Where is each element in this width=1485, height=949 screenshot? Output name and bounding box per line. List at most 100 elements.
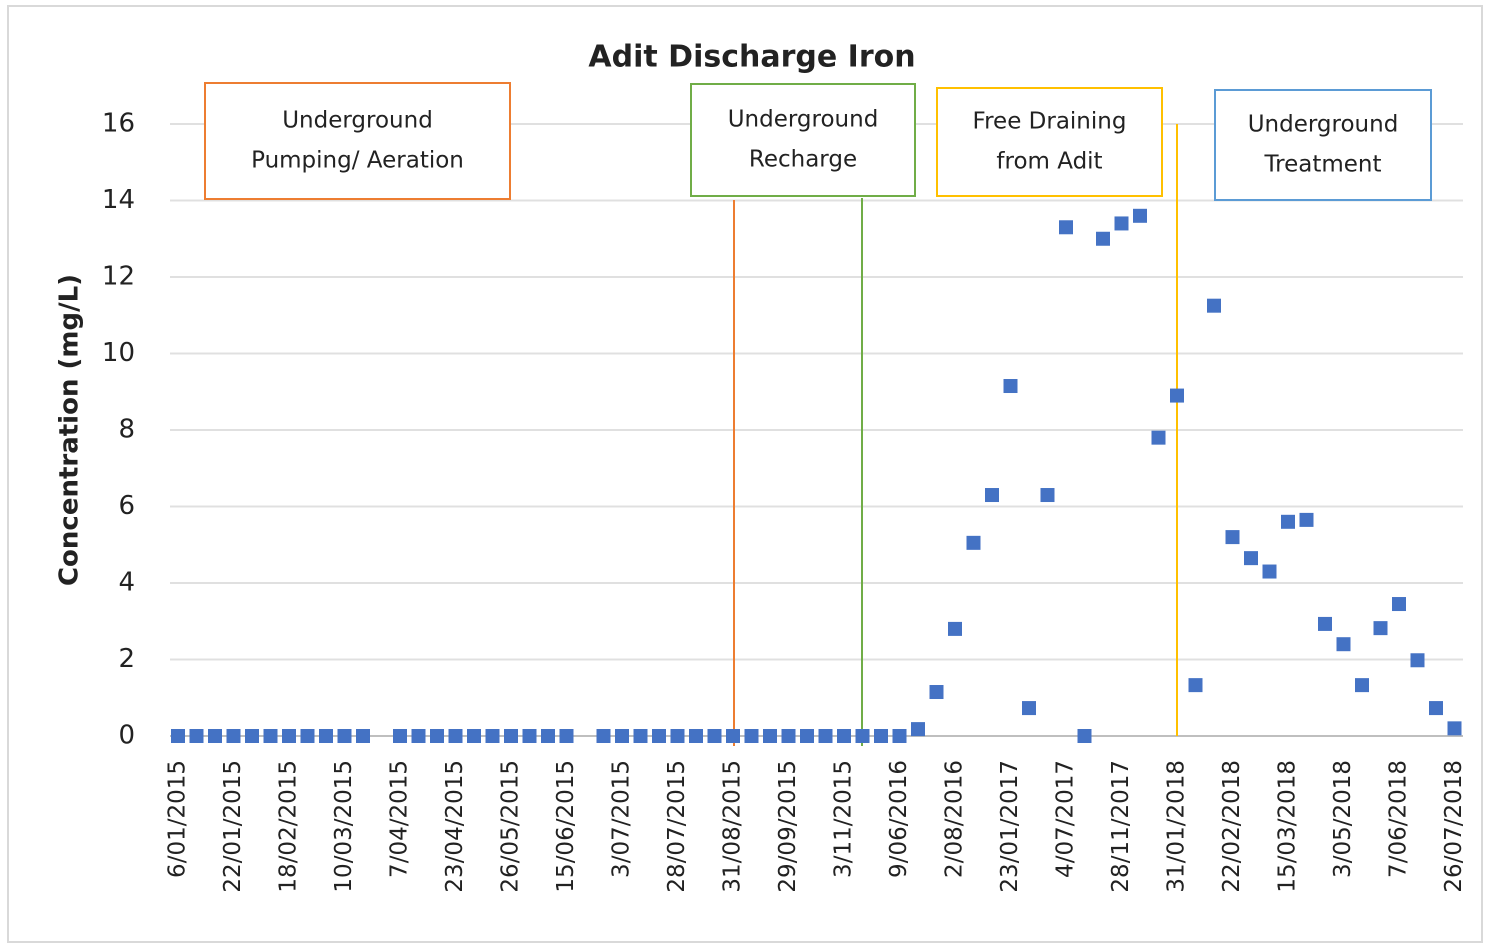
marker — [319, 729, 333, 743]
marker — [1225, 530, 1240, 545]
marker — [1022, 701, 1036, 716]
marker — [633, 729, 648, 743]
x-tick-label: 23/04/2015 — [442, 760, 468, 893]
marker — [1318, 616, 1332, 631]
marker — [781, 729, 796, 743]
marker — [1299, 512, 1314, 527]
marker — [1188, 678, 1203, 693]
marker — [1170, 388, 1184, 403]
x-tick-label: 6/01/2015 — [165, 760, 191, 878]
marker — [1373, 621, 1388, 636]
y-tick-label: 2 — [118, 644, 135, 674]
x-tick-label: 28/11/2017 — [1108, 760, 1134, 893]
annotation-text: Underground — [728, 107, 879, 133]
marker — [1355, 678, 1369, 693]
marker — [467, 729, 481, 743]
marker — [1003, 379, 1018, 394]
x-tick-label: 29/09/2015 — [775, 760, 801, 893]
annotation-text: Treatment — [1263, 152, 1381, 178]
marker — [226, 729, 241, 743]
marker — [1429, 701, 1443, 716]
x-tick-label: 23/01/2017 — [997, 760, 1023, 893]
x-tick-label: 26/07/2018 — [1441, 760, 1467, 893]
x-tick-label: 31/01/2018 — [1164, 760, 1190, 893]
marker — [892, 729, 907, 743]
y-tick-label: 16 — [102, 109, 135, 139]
x-tick-label: 31/08/2015 — [720, 760, 746, 893]
chart-title: Adit Discharge Iron — [588, 40, 915, 75]
marker — [855, 729, 870, 743]
marker — [1447, 721, 1462, 736]
marker — [1151, 430, 1166, 445]
x-tick-label: 22/01/2015 — [220, 760, 246, 893]
y-tick-label: 6 — [118, 491, 135, 521]
x-tick-label: 18/02/2015 — [276, 760, 302, 893]
marker — [985, 488, 999, 503]
marker — [1336, 637, 1351, 652]
marker — [208, 729, 222, 743]
x-tick-label: 3/07/2015 — [609, 760, 635, 878]
annotation-text: Underground — [282, 108, 433, 134]
marker — [1040, 488, 1055, 503]
annotation-text: Pumping/ Aeration — [251, 148, 464, 174]
x-tick-label: 3/11/2015 — [831, 760, 857, 878]
annotation-text: from Adit — [996, 149, 1102, 175]
marker — [522, 729, 537, 743]
annotation-box — [204, 82, 511, 200]
marker — [615, 729, 629, 743]
grid: 0 2 4 6 8 10 12 14 16 6/01/2015 22/01/2015 18/02/20… — [102, 109, 1467, 893]
frame — [7, 5, 1483, 943]
marker — [800, 729, 814, 743]
x-tick-label: 15/03/2018 — [1275, 760, 1301, 893]
annotation-text: Free Draining — [973, 109, 1127, 135]
marker — [596, 729, 611, 743]
marker — [1133, 208, 1147, 223]
x-tick-label: 7/04/2015 — [387, 760, 413, 878]
x-tick-label: 28/07/2015 — [664, 760, 690, 893]
marker — [411, 729, 426, 743]
marker — [1262, 564, 1277, 579]
marker — [1392, 597, 1406, 612]
marker — [300, 729, 315, 743]
marker — [189, 729, 204, 743]
marker — [948, 621, 962, 636]
marker — [485, 729, 500, 743]
y-tick-label: 0 — [118, 721, 135, 751]
x-tick-label: 7/06/2018 — [1386, 760, 1412, 878]
marker — [707, 729, 722, 743]
marker — [726, 729, 740, 743]
y-axis-title: Concentration (mg/L) — [55, 274, 85, 586]
annotation-box — [1214, 89, 1432, 201]
annotations: Underground Pumping/ Aeration Underground R… — [204, 82, 1432, 201]
markers — [171, 208, 1462, 743]
annotation-text: Underground — [1248, 112, 1399, 138]
annotation-box — [690, 83, 916, 197]
marker — [541, 729, 555, 743]
marker — [966, 535, 981, 550]
y-tick-label: 14 — [102, 185, 135, 215]
marker — [559, 729, 574, 743]
marker — [356, 729, 370, 743]
y-tick-label: 4 — [118, 568, 135, 598]
marker — [1281, 514, 1295, 529]
marker — [282, 729, 296, 743]
marker — [1244, 551, 1258, 566]
annotation-text: Recharge — [749, 147, 857, 173]
marker — [744, 729, 759, 743]
marker — [430, 729, 444, 743]
marker — [874, 729, 888, 743]
x-tick-label: 15/06/2015 — [553, 760, 579, 893]
marker — [1410, 653, 1425, 668]
marker — [1207, 298, 1221, 313]
x-tick-label: 2/08/2016 — [942, 760, 968, 878]
marker — [504, 729, 518, 743]
annotation-box — [936, 87, 1163, 197]
marker — [1077, 729, 1092, 743]
marker — [837, 729, 851, 743]
marker — [245, 729, 259, 743]
marker — [670, 729, 685, 743]
marker — [1059, 220, 1073, 235]
y-tick-label: 10 — [102, 338, 135, 368]
marker — [263, 729, 278, 743]
